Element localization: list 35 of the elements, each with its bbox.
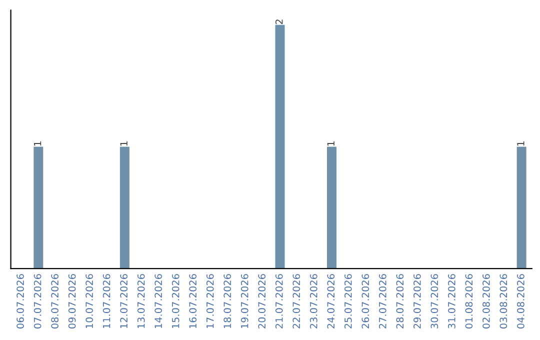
x-tick-label: 12.07.2026 (120, 274, 128, 328)
x-tick-label: 08.07.2026 (51, 274, 58, 328)
x-tick-label: 24.07.2026 (327, 274, 335, 328)
x-tick-label: 14.07.2026 (154, 274, 162, 328)
x-tick-label: 23.07.2026 (310, 274, 318, 328)
x-tick-label: 27.07.2026 (378, 274, 386, 328)
data-label: 1 (120, 141, 128, 146)
x-tick-label: 31.07.2026 (448, 274, 456, 328)
data-label: 1 (517, 141, 524, 146)
x-tick-label: 03.08.2026 (500, 274, 508, 328)
x-tick-label: 13.07.2026 (137, 274, 145, 328)
data-label: 2 (275, 20, 283, 24)
x-tick-label: 11.07.2026 (102, 274, 110, 328)
x-tick-label: 09.07.2026 (68, 274, 76, 328)
x-tick-label: 06.07.2026 (16, 274, 24, 328)
x-tick-label: 10.07.2026 (86, 274, 93, 328)
x-tick-label: 28.07.2026 (396, 274, 404, 328)
x-tick-label: 15.07.2026 (172, 274, 180, 328)
x-tick-label: 16.07.2026 (189, 274, 197, 328)
x-tick-label: 25.07.2026 (344, 274, 352, 328)
x-tick-label: 29.07.2026 (413, 274, 421, 328)
x-tick-label: 01.08.2026 (465, 274, 473, 328)
x-tick-label: 26.07.2026 (362, 274, 370, 328)
data-label: 1 (327, 141, 334, 146)
x-tick-label: 07.07.2026 (34, 274, 42, 328)
data-label: 1 (34, 141, 42, 146)
x-tick-label: 22.07.2026 (292, 274, 300, 328)
x-tick-label: 21.07.2026 (275, 274, 283, 328)
x-tick-label: 30.07.2026 (430, 274, 438, 328)
x-tick-label: 02.08.2026 (482, 274, 490, 328)
x-tick-label: 04.08.2026 (517, 274, 524, 328)
x-tick-label: 19.07.2026 (240, 274, 248, 328)
x-tick-label: 18.07.2026 (224, 274, 232, 328)
x-tick-label: 20.07.2026 (258, 274, 266, 328)
x-tick-label: 17.07.2026 (206, 274, 214, 328)
